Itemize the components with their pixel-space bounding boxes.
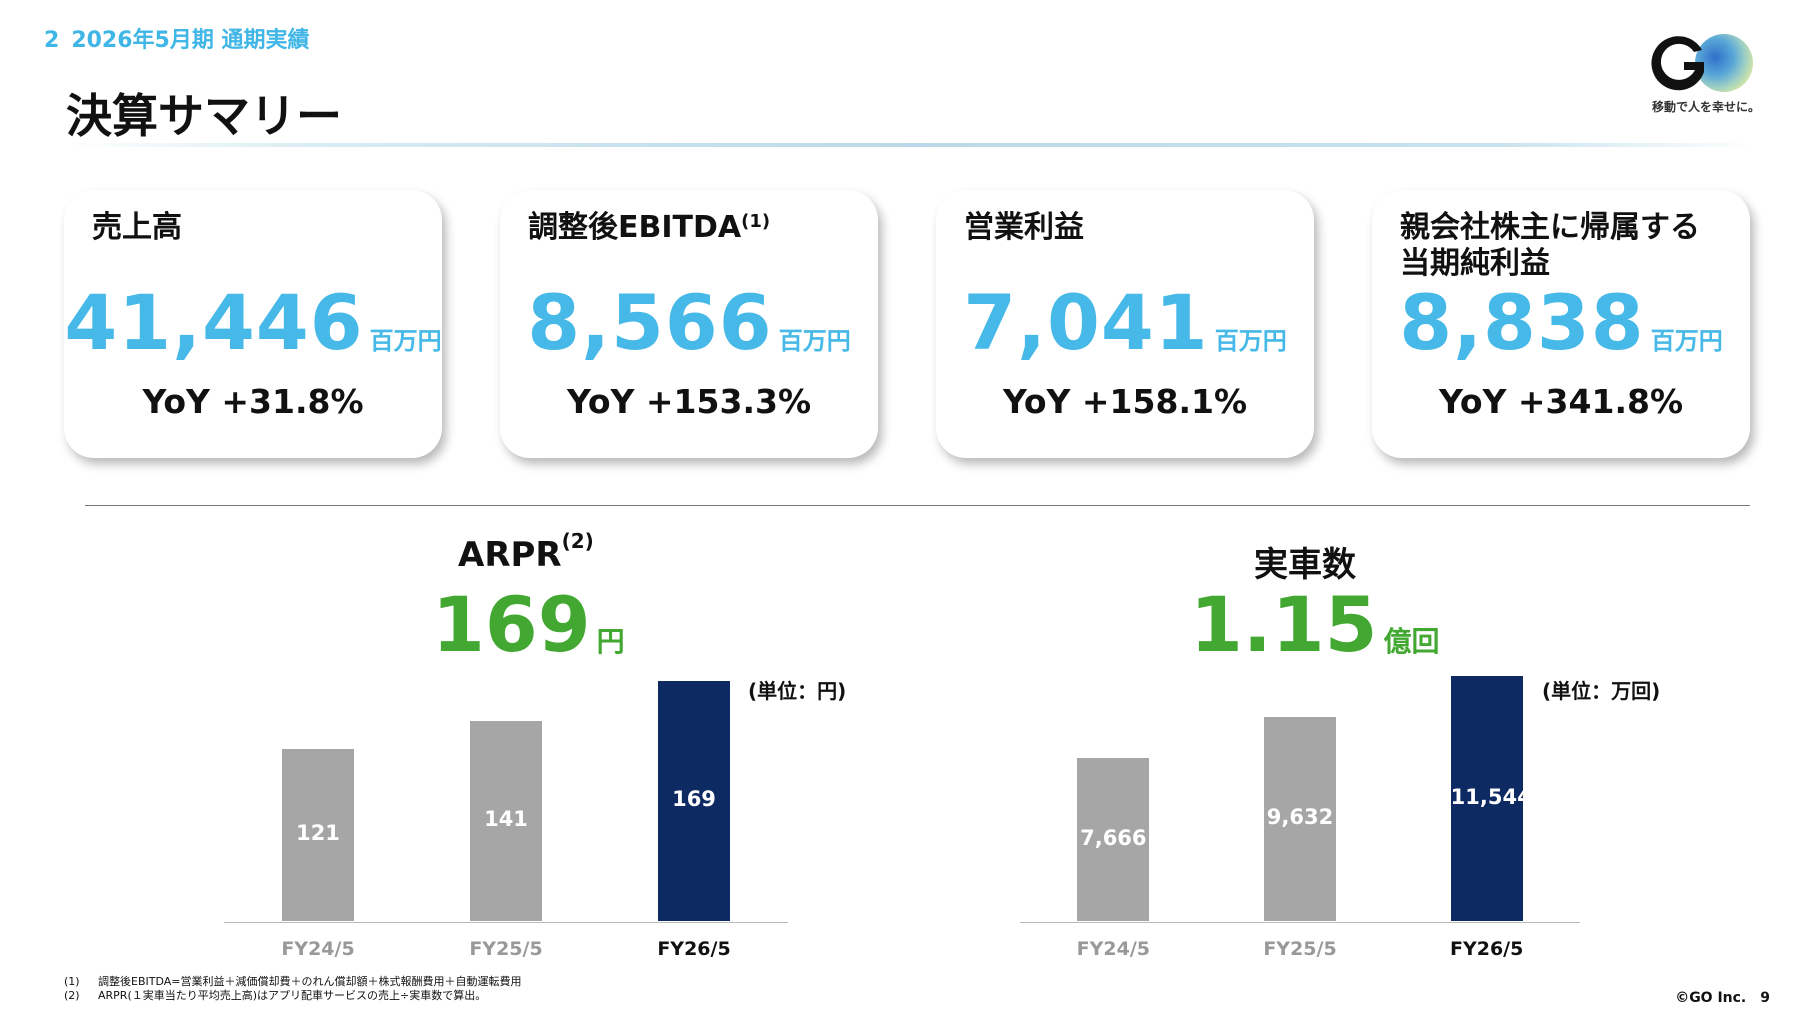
unit-note: (単位：万回) bbox=[1542, 679, 1661, 703]
kpi-value-row: 41,446 百万円 bbox=[64, 278, 442, 367]
bar-value-label: 141 bbox=[484, 806, 528, 831]
bar-value-label: 9,632 bbox=[1266, 804, 1334, 829]
kpi-value: 8,566 bbox=[527, 278, 773, 367]
footnote-ref: (1) bbox=[741, 211, 771, 232]
ride-count-chart: 実車数 1.15 億回 (単位：万回) 7,666 9,632 11,544 FY24… bbox=[0, 535, 1800, 975]
section-title: 2026年5月期 通期実績 bbox=[71, 28, 310, 53]
chart-title: 実車数 bbox=[1254, 545, 1356, 585]
unit-note: (単位：円) bbox=[748, 679, 847, 703]
chart-baseline bbox=[224, 922, 788, 923]
bar-value-label: 11,544 bbox=[1450, 784, 1532, 809]
kpi-label: 調整後EBITDA(1) bbox=[528, 210, 771, 245]
footnote-1: (1) 調整後EBITDA=営業利益＋減価償却費＋のれん償却額＋株式報酬費用＋自動… bbox=[64, 975, 522, 988]
bar-value-label: 169 bbox=[672, 787, 716, 811]
bar-fy24-5: 121 bbox=[282, 749, 354, 921]
headline-unit: 億回 bbox=[1383, 625, 1440, 658]
section-number: 2 bbox=[44, 28, 60, 53]
kpi-unit: 百万円 bbox=[1214, 327, 1287, 355]
headline-unit: 円 bbox=[596, 625, 625, 658]
copyright: ©GO Inc. bbox=[1675, 990, 1747, 1006]
kpi-card-revenue: 売上高 41,446 百万円 YoY +31.8% bbox=[64, 190, 442, 458]
kpi-card-operating-income: 営業利益 7,041 百万円 YoY +158.1% bbox=[936, 190, 1314, 458]
page-number: 9 bbox=[1760, 990, 1770, 1006]
page-title: 決算サマリー bbox=[66, 89, 342, 143]
kpi-label: 売上高 bbox=[92, 210, 182, 245]
category-label: FY25/5 bbox=[1263, 938, 1337, 960]
kpi-value-row: 7,041 百万円 bbox=[936, 278, 1314, 367]
bar-fy26-5: 11,544 bbox=[1450, 676, 1532, 921]
go-logo-icon bbox=[1651, 34, 1753, 92]
logo-tagline: 移動で人を幸せに。 bbox=[1652, 100, 1761, 114]
bar-area: 121 141 169 bbox=[224, 681, 788, 921]
chart-headline: 169 円 bbox=[432, 580, 625, 669]
category-label: FY26/5 bbox=[657, 938, 731, 960]
bar-fy25-5: 9,632 bbox=[1264, 716, 1336, 921]
section-label: 2 2026年5月期 通期実績 bbox=[44, 22, 310, 54]
kpi-value-row: 8,566 百万円 bbox=[500, 278, 878, 367]
kpi-value: 8,838 bbox=[1399, 278, 1645, 367]
chart-headline: 1.15 億回 bbox=[1190, 580, 1440, 669]
bar-value-label: 7,666 bbox=[1080, 825, 1147, 850]
kpi-card-net-income: 親会社株主に帰属する 当期純利益 8,838 百万円 YoY +341.8% bbox=[1372, 190, 1750, 458]
bar-fy25-5: 141 bbox=[470, 720, 542, 921]
bar-value-label: 121 bbox=[296, 821, 340, 846]
category-label: FY25/5 bbox=[469, 938, 543, 960]
kpi-yoy: YoY +153.3% bbox=[566, 382, 812, 421]
bar-fy24-5: 7,666 bbox=[1077, 758, 1150, 921]
kpi-value-row: 8,838 百万円 bbox=[1372, 278, 1750, 367]
title-divider bbox=[66, 143, 1756, 147]
kpi-value: 41,446 bbox=[64, 278, 364, 367]
kpi-label: 営業利益 bbox=[964, 210, 1084, 245]
category-label: FY24/5 bbox=[1076, 938, 1150, 960]
kpi-label: 親会社株主に帰属する 当期純利益 bbox=[1400, 210, 1700, 281]
category-label: FY26/5 bbox=[1449, 938, 1524, 960]
kpi-unit: 百万円 bbox=[778, 327, 851, 355]
section-divider bbox=[85, 505, 1750, 506]
category-label: FY24/5 bbox=[281, 938, 355, 960]
headline-value: 1.15 bbox=[1190, 580, 1378, 669]
footnotes: (1) 調整後EBITDA=営業利益＋減価償却費＋のれん償却額＋株式報酬費用＋自動… bbox=[64, 975, 521, 1003]
footnote-ref: (2) bbox=[561, 529, 594, 553]
kpi-yoy: YoY +31.8% bbox=[142, 382, 364, 421]
arpr-chart: ARPR(2) 169 円 (単位：円) 121 141 169 FY24/5 FY25… bbox=[0, 529, 900, 975]
bar-fy26-5: 169 bbox=[658, 681, 730, 921]
kpi-unit: 百万円 bbox=[1650, 327, 1723, 355]
footnote-2: (2) ARPR(１実車当たり平均売上高)はアプリ配車サービスの売上÷実車数で算出… bbox=[64, 989, 487, 1002]
kpi-card-adjusted-ebitda: 調整後EBITDA(1) 8,566 百万円 YoY +153.3% bbox=[500, 190, 878, 458]
headline-value: 169 bbox=[432, 580, 591, 669]
kpi-yoy: YoY +158.1% bbox=[1002, 382, 1248, 421]
bar-area: 7,666 9,632 11,544 bbox=[1020, 676, 1580, 921]
footer: ©GO Inc. 9 bbox=[1675, 990, 1770, 1006]
kpi-yoy: YoY +341.8% bbox=[1438, 382, 1684, 421]
chart-baseline bbox=[1020, 922, 1580, 923]
company-logo: 移動で人を幸せに。 bbox=[1640, 28, 1760, 118]
kpi-unit: 百万円 bbox=[369, 327, 442, 355]
chart-title: ARPR(2) bbox=[458, 529, 594, 575]
kpi-value: 7,041 bbox=[963, 278, 1209, 367]
